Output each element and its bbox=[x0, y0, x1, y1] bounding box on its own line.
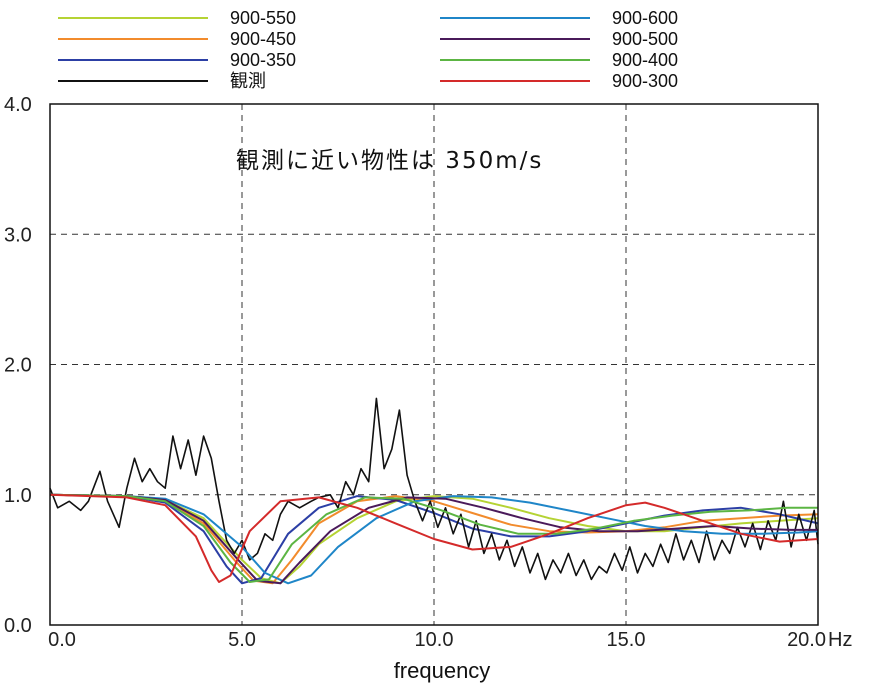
series-line bbox=[49, 493, 819, 583]
y-tick-label: 2.0 bbox=[4, 355, 32, 377]
series-line bbox=[49, 493, 818, 585]
series-line bbox=[49, 493, 819, 585]
x-tick-labels: 0.0 5.0 10.0 15.0 20.0 bbox=[48, 629, 826, 651]
x-axis-unit: Hz bbox=[828, 629, 852, 651]
series-line bbox=[49, 493, 818, 583]
legend-label: 900-550 bbox=[230, 8, 296, 28]
legend-label: 900-500 bbox=[612, 29, 678, 49]
legend-label: 観測 bbox=[230, 71, 266, 91]
x-tick-label: 5.0 bbox=[228, 629, 256, 651]
legend-label: 900-600 bbox=[612, 8, 678, 28]
y-tick-label: 3.0 bbox=[4, 224, 32, 246]
y-tick-labels: 0.0 1.0 2.0 3.0 4.0 bbox=[4, 94, 32, 637]
legend-label: 900-350 bbox=[230, 50, 296, 70]
x-tick-label: 15.0 bbox=[607, 629, 646, 651]
y-tick-label: 0.0 bbox=[4, 615, 32, 637]
legend: 900-550900-450900-350観測900-600900-500900… bbox=[58, 8, 678, 91]
x-tick-label: 10.0 bbox=[415, 629, 454, 651]
legend-label: 900-450 bbox=[230, 29, 296, 49]
chart-annotation: 観測に近い物性は 350m/s bbox=[236, 148, 543, 174]
legend-label: 900-300 bbox=[612, 71, 678, 91]
legend-label: 900-400 bbox=[612, 50, 678, 70]
series-lines bbox=[49, 397, 819, 585]
x-axis-title: frequency bbox=[394, 658, 491, 683]
y-tick-label: 4.0 bbox=[4, 94, 32, 116]
x-tick-label: 20.0 bbox=[787, 629, 826, 651]
plot-frame bbox=[49, 103, 819, 626]
y-tick-label: 1.0 bbox=[4, 485, 32, 507]
x-tick-label: 0.0 bbox=[48, 629, 76, 651]
series-line bbox=[49, 397, 819, 581]
